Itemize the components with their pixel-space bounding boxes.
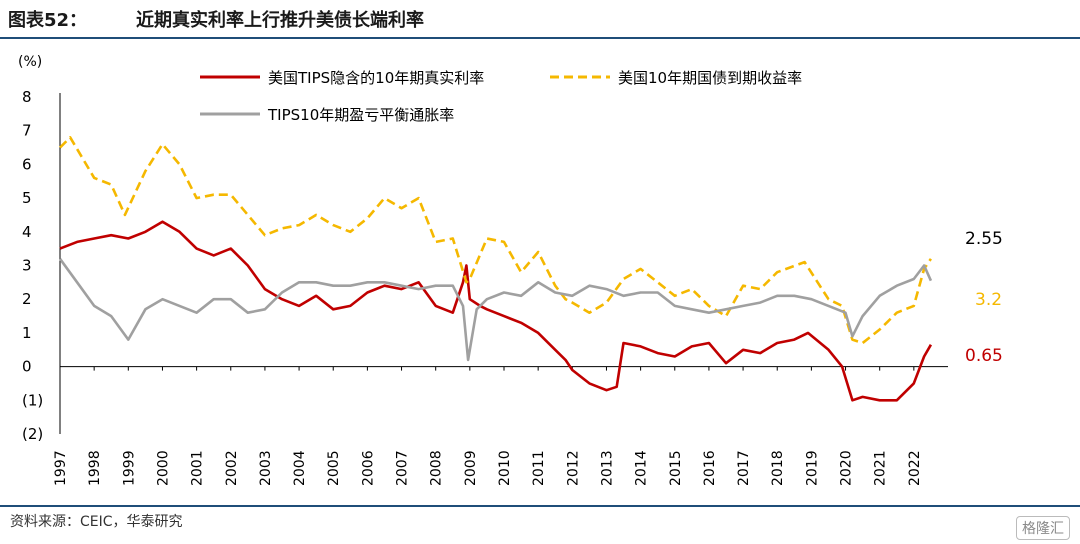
y-tick-label: 4 <box>22 223 32 241</box>
x-tick-label: 1998 <box>87 450 103 486</box>
x-tick-label: 2018 <box>770 450 786 486</box>
y-tick-label: (1) <box>22 391 43 409</box>
source-note: 资料来源：CEIC，华泰研究 <box>10 514 183 530</box>
legend-label: TIPS10年期盈亏平衡通胀率 <box>267 106 454 124</box>
x-tick-label: 2020 <box>839 450 855 486</box>
x-tick-label: 2001 <box>190 450 206 486</box>
x-tick-label: 2013 <box>599 450 615 486</box>
x-tick-label: 2010 <box>497 450 513 486</box>
title-bar: 图表52： 近期真实利率上行推升美债长端利率 <box>0 0 1080 36</box>
x-tick-label: 2015 <box>668 450 684 486</box>
y-tick-label: 2 <box>22 290 32 308</box>
series-line <box>58 258 933 362</box>
y-tick-label: 1 <box>22 324 32 342</box>
x-tick-label: 2009 <box>463 450 479 486</box>
x-tick-label: 2019 <box>804 450 820 486</box>
x-tick-label: 2005 <box>326 450 342 486</box>
x-tick-label: 2000 <box>155 450 171 486</box>
x-tick-label: 2007 <box>395 450 411 486</box>
y-tick-label: 6 <box>22 155 32 173</box>
y-tick-label: 3 <box>22 257 32 275</box>
x-tick-label: 2014 <box>634 450 650 486</box>
x-tick-label: 2008 <box>429 450 445 486</box>
x-tick-label: 2022 <box>907 450 923 486</box>
legend-label: 美国TIPS隐含的10年期真实利率 <box>268 69 484 87</box>
series-line <box>59 220 933 402</box>
legend-label: 美国10年期国债到期收益率 <box>618 69 802 87</box>
y-tick-label: 0 <box>22 358 32 376</box>
end-value-label: 3.2 <box>975 290 1002 310</box>
y-tick-label: (2) <box>22 425 43 443</box>
x-tick-label: 2017 <box>736 450 752 486</box>
y-tick-label: 7 <box>22 122 32 140</box>
chart: (%) (2) (1) 0 1 2 3 4 5 6 7 8 1997 1998 1999 2000 2001 20… <box>18 54 1003 486</box>
top-rule <box>0 37 1080 39</box>
bottom-rule <box>0 505 1080 507</box>
x-tick-label: 2002 <box>224 450 240 486</box>
y-axis-unit-label: (%) <box>18 54 42 70</box>
x-tick-label: 2003 <box>258 450 274 486</box>
series-line <box>59 136 932 345</box>
end-value-label: 2.55 <box>965 229 1003 249</box>
y-tick-label: 8 <box>22 88 32 106</box>
x-tick-label: 2012 <box>565 450 581 486</box>
y-tick-label: 5 <box>22 189 32 207</box>
figure-label: 图表52： <box>8 10 88 31</box>
chart-title: 近期真实利率上行推升美债长端利率 <box>136 10 424 31</box>
x-tick-label: 1997 <box>53 450 69 486</box>
watermark-logo: 格隆汇 <box>1016 516 1070 540</box>
x-tick-label: 2016 <box>702 450 718 486</box>
x-tick-label: 2021 <box>873 450 889 486</box>
x-tick-label: 1999 <box>121 450 137 486</box>
x-tick-label: 2006 <box>360 450 376 486</box>
x-tick-label: 2004 <box>292 450 308 486</box>
end-value-label: 0.65 <box>965 346 1003 366</box>
x-tick-label: 2011 <box>531 450 547 486</box>
